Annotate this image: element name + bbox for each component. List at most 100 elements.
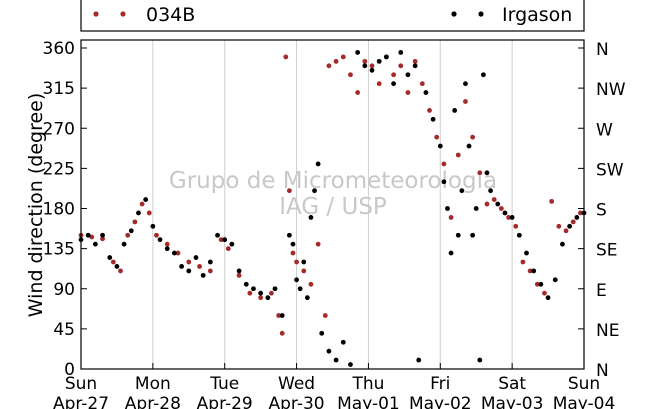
data-point — [348, 72, 353, 78]
watermark-line-2: IAG / USP — [279, 194, 387, 220]
data-point — [139, 201, 145, 207]
x-tick-day-label: Fri — [430, 374, 450, 394]
right-tick-label: W — [596, 120, 613, 140]
data-point — [459, 188, 465, 194]
data-point — [304, 295, 310, 301]
data-point — [509, 215, 515, 220]
data-point — [470, 134, 476, 140]
y-tick-label: 0 — [64, 360, 75, 380]
right-tick-label: E — [596, 281, 607, 301]
data-point — [563, 228, 569, 234]
y-tick-label: 90 — [53, 280, 75, 300]
data-point — [312, 188, 317, 194]
x-tick-day-label: Sun — [568, 374, 600, 394]
data-point — [574, 215, 580, 220]
data-point — [258, 290, 264, 296]
data-point — [427, 108, 432, 113]
axis-ticks: SunApr-27MonApr-28TueApr-29WedApr-30ThuM… — [43, 39, 626, 409]
data-point — [567, 223, 573, 229]
data-point — [164, 241, 170, 247]
data-point — [272, 286, 278, 292]
data-point — [430, 116, 436, 122]
legend-dot — [451, 11, 457, 17]
right-tick-label: S — [596, 201, 607, 221]
data-point — [265, 295, 271, 301]
data-point — [520, 259, 526, 265]
data-point — [294, 259, 299, 265]
data-point — [484, 201, 490, 207]
data-point — [455, 232, 461, 238]
data-point — [200, 272, 206, 278]
x-tick-date-label: Apr-28 — [125, 394, 181, 409]
data-point — [215, 232, 220, 238]
x-tick-day-label: Sun — [65, 374, 97, 394]
data-point — [488, 188, 493, 194]
data-point — [405, 90, 411, 95]
legend-box — [80, 0, 585, 32]
legend-dot — [93, 11, 99, 17]
x-tick-date-label: Apr-27 — [53, 394, 109, 409]
data-point — [434, 134, 440, 140]
data-point — [283, 54, 289, 60]
data-point — [286, 232, 292, 238]
data-point — [340, 54, 346, 60]
data-point — [301, 268, 307, 274]
legend-label-irgason: Irgason — [502, 4, 572, 26]
data-point — [383, 54, 389, 60]
data-point — [470, 232, 476, 238]
data-point — [516, 232, 522, 238]
data-point — [172, 250, 177, 256]
data-point — [308, 281, 314, 287]
data-point — [416, 357, 422, 363]
data-point — [107, 255, 113, 260]
data-point — [502, 210, 508, 216]
data-point — [207, 268, 213, 274]
data-point — [448, 215, 454, 220]
data-point — [276, 313, 282, 318]
data-point — [322, 313, 328, 318]
legend: 034B Irgason — [80, 0, 585, 32]
data-point — [477, 357, 483, 363]
data-point — [179, 264, 185, 269]
data-point — [437, 143, 443, 149]
data-point — [556, 223, 562, 229]
legend-marker-034b — [93, 11, 126, 17]
data-point — [218, 237, 224, 243]
data-point — [445, 206, 450, 211]
legend-dot — [120, 11, 126, 17]
data-point — [110, 259, 116, 265]
series-irgason — [78, 50, 587, 367]
data-point — [222, 237, 228, 243]
data-point — [118, 268, 123, 274]
data-point — [136, 210, 141, 216]
data-point — [85, 232, 91, 238]
y-tick-label: 270 — [43, 119, 75, 139]
y-tick-label: 180 — [43, 200, 75, 220]
data-point — [243, 281, 249, 287]
data-point — [197, 264, 202, 269]
data-point — [286, 188, 292, 194]
plot-frame — [80, 39, 585, 370]
data-point — [398, 63, 404, 69]
data-point — [333, 357, 339, 363]
data-point — [100, 232, 105, 238]
x-tick-date-label: May-03 — [481, 394, 544, 409]
data-point — [355, 50, 361, 55]
x-tick-date-label: May-01 — [337, 394, 400, 409]
right-tick-label: NE — [596, 321, 619, 341]
data-point — [308, 215, 314, 220]
data-point — [498, 206, 504, 211]
data-point — [376, 81, 382, 87]
y-tick-label: 45 — [53, 320, 75, 340]
data-point — [419, 81, 425, 87]
data-point — [391, 72, 396, 78]
data-point — [560, 241, 565, 247]
y-axis-title: Wind direction (degree) — [25, 93, 47, 318]
data-point — [114, 264, 120, 269]
y-tick-label: 135 — [43, 240, 75, 260]
watermark-line-1: Grupo de Micrometeorologia — [169, 168, 497, 194]
data-point — [92, 241, 98, 247]
data-point — [251, 286, 256, 292]
data-point — [484, 170, 490, 176]
data-point — [132, 219, 138, 225]
